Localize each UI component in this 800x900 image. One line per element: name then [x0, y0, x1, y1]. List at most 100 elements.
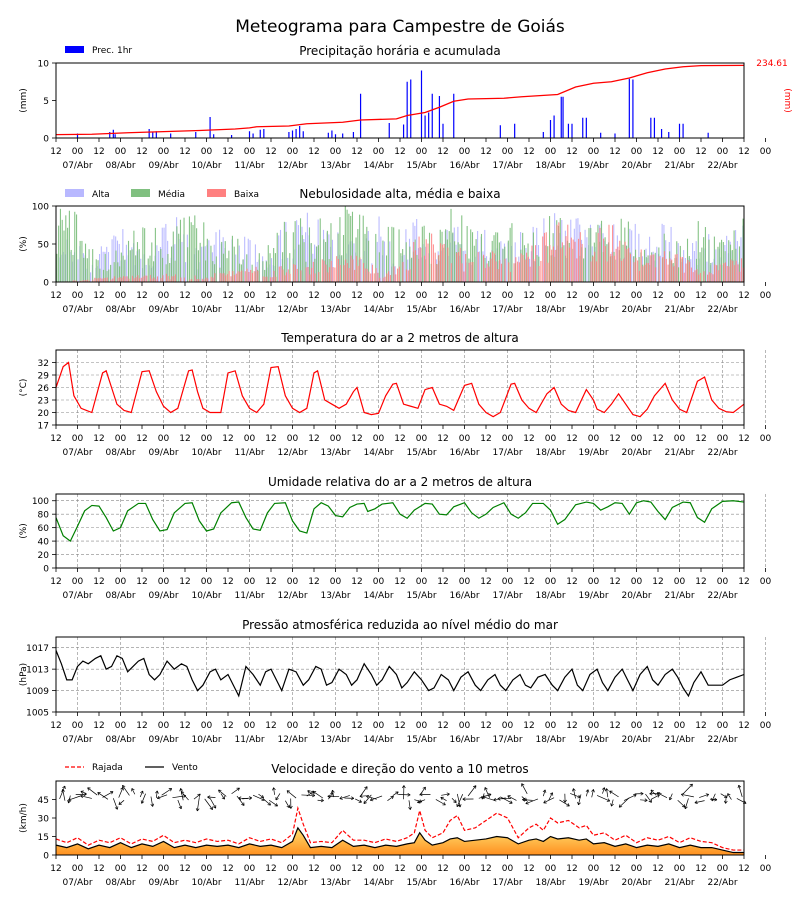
x-tick-label: 12: [695, 864, 706, 874]
cloud-bar: [251, 272, 253, 282]
x-date-label: 08/Abr: [105, 735, 135, 745]
x-date-label: 12/Abr: [277, 448, 307, 458]
cloud-bar: [83, 280, 85, 282]
right-y-axis-label: (mm): [782, 88, 792, 113]
cloud-bar: [471, 232, 474, 282]
y-axis-label: (%): [19, 523, 29, 539]
y-tick-label: 100: [32, 497, 49, 507]
cloud-bar: [360, 259, 362, 282]
cloud-bar: [113, 276, 116, 282]
wind-arrow-head: [488, 793, 492, 797]
cloud-bar: [183, 217, 185, 282]
wind-arrow: [139, 790, 144, 798]
cloud-bar: [314, 258, 316, 282]
wind-arrow-head: [417, 799, 421, 804]
wind-arrow-head: [286, 790, 291, 794]
cloud-bar: [262, 276, 264, 282]
cloud-bar: [431, 233, 433, 282]
cloud-bar: [167, 276, 169, 282]
x-tick-label: 00: [330, 721, 342, 731]
y-tick-label: 0: [43, 135, 49, 145]
wind-arrow-head: [358, 799, 362, 803]
cloud-bar: [185, 262, 187, 282]
precip-bar: [678, 123, 681, 138]
wind-arrow: [521, 783, 528, 795]
cloud-bar: [72, 254, 74, 282]
x-date-label: 19/Abr: [578, 591, 608, 601]
cloud-bar: [144, 275, 146, 282]
cloud-bar: [613, 255, 615, 282]
cloud-bar: [76, 214, 78, 282]
x-date-label: 18/Abr: [535, 591, 565, 601]
cloud-bar: [92, 249, 94, 282]
x-date-label: 10/Abr: [191, 448, 221, 458]
x-date-label: 14/Abr: [363, 735, 393, 745]
x-tick-label: 00: [502, 864, 514, 874]
x-tick-label: 00: [373, 721, 385, 731]
x-tick-label: 00: [502, 577, 514, 587]
cloud-bar: [176, 226, 178, 282]
wind-arrow-head: [549, 792, 554, 796]
cloud-bar: [619, 240, 621, 282]
cloud-bar: [235, 273, 237, 282]
cloud-bar: [387, 226, 389, 282]
wind-arrow: [684, 798, 689, 809]
cloud-bar: [413, 242, 415, 282]
wind-arrow: [559, 799, 570, 807]
cloud-bar: [368, 240, 370, 282]
panel-title: Pressão atmosférica reduzida ao nível mé…: [242, 618, 558, 632]
wind-arrow-head: [339, 796, 343, 800]
y-tick-label: 23: [38, 397, 49, 407]
cloud-bar: [68, 210, 70, 282]
cloud-bar: [603, 238, 605, 282]
legend-swatch-baixa: [207, 189, 226, 197]
precip-bar: [230, 135, 233, 138]
x-date-label: 09/Abr: [148, 161, 178, 171]
x-tick-label: 00: [287, 291, 299, 301]
cloud-bar: [119, 266, 121, 282]
wind-arrow: [258, 793, 264, 799]
wind-arrow-head: [260, 794, 264, 799]
x-tick-label: 00: [502, 291, 514, 301]
cloud-bar: [640, 249, 642, 282]
x-date-label: 10/Abr: [191, 878, 221, 888]
x-tick-label: 12: [480, 147, 491, 157]
wind-arrow-head: [723, 800, 728, 804]
cloud-bar: [230, 276, 232, 282]
wind-arrow: [585, 789, 589, 797]
plot-frame: [55, 493, 745, 569]
precip-bar: [334, 134, 337, 138]
x-date-label: 17/Abr: [492, 305, 522, 315]
x-tick-label: 12: [394, 291, 405, 301]
cloud-bar: [373, 273, 375, 282]
cloud-bar: [138, 249, 140, 282]
precip-bar: [302, 131, 304, 138]
y-tick-label: 17: [38, 422, 49, 432]
x-tick-label: 12: [136, 577, 147, 587]
cloud-bar: [661, 223, 663, 282]
cloud-bar: [153, 261, 155, 282]
wind-arrow-head: [724, 794, 728, 798]
precip-bar: [582, 117, 584, 138]
cloud-bar: [314, 273, 316, 282]
cloud-bar: [248, 271, 250, 282]
x-tick-label: 12: [609, 291, 620, 301]
cloud-bar: [88, 280, 90, 282]
cloud-bar: [353, 243, 355, 282]
wind-arrow: [236, 795, 245, 806]
cloud-bar: [468, 262, 470, 282]
wind-arrow-head: [307, 790, 311, 794]
wind-arrow: [59, 785, 66, 800]
wind-arrow-head: [61, 789, 65, 793]
x-date-label: 22/Abr: [707, 735, 737, 745]
cloud-bar: [79, 240, 81, 282]
cloud-bar: [588, 228, 590, 282]
precip-bar: [653, 117, 656, 138]
cloud-bar: [653, 254, 655, 282]
legend-label-média: Média: [158, 189, 185, 200]
wind-arrow-head: [689, 783, 693, 788]
cloud-bar: [366, 268, 368, 282]
y-tick-label: 15: [38, 833, 49, 843]
precip-bar: [562, 96, 564, 138]
wind-arrow-head: [156, 795, 161, 800]
